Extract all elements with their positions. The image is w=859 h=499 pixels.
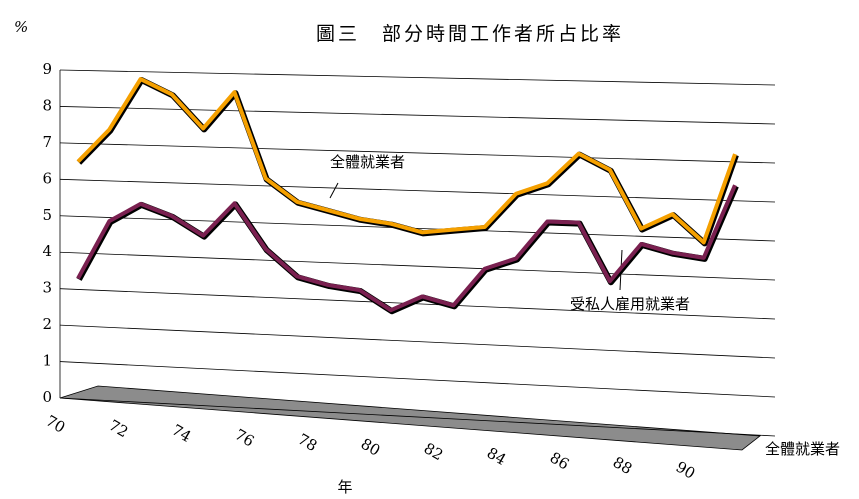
x-tick-label: 70 (43, 412, 69, 437)
y-tick-label: 6 (42, 169, 52, 187)
annotation-arrow (329, 182, 339, 199)
grid-line (59, 178, 776, 203)
y-tick-label: 7 (42, 133, 52, 151)
floor (59, 385, 762, 451)
grid-line (59, 142, 776, 164)
x-tick-label: 88 (610, 453, 636, 478)
x-tick-label: 86 (547, 448, 573, 473)
grid-line (59, 69, 776, 86)
annotation: 全體就業者 (330, 153, 405, 171)
x-tick-label: 82 (421, 439, 447, 464)
grid-line (59, 106, 776, 125)
y-tick-label: 4 (42, 242, 52, 260)
x-tick-label: 76 (232, 425, 258, 450)
x-tick-label: 72 (106, 416, 132, 441)
y-tick-label: 3 (42, 279, 52, 297)
annotation: 受私人雇用就業者 (570, 295, 690, 313)
y-tick-label: 5 (42, 206, 52, 224)
y-tick-label: 0 (42, 388, 52, 406)
x-tick-label: 74 (169, 421, 195, 446)
grid-line (59, 288, 776, 320)
series-line (76, 77, 737, 245)
grid-line (59, 324, 776, 359)
depth-label: 全體就業者 (765, 440, 840, 458)
y-tick-label: 2 (42, 315, 52, 333)
grid-line (59, 397, 776, 437)
series-line (76, 184, 737, 313)
y-axis-label: % (14, 18, 28, 36)
x-tick-label: 80 (358, 435, 384, 460)
x-tick-label: 90 (673, 458, 699, 483)
grid-line (59, 251, 776, 281)
grid-line (59, 361, 776, 398)
y-tick-label: 9 (42, 60, 52, 78)
x-axis-label: 年 (337, 478, 352, 496)
y-tick-label: 1 (42, 352, 52, 370)
x-tick-label: 84 (484, 444, 510, 469)
y-tick-label: 8 (42, 96, 52, 114)
chart-title: 圖三 部分時間工作者所占比率 (316, 23, 624, 45)
x-tick-label: 78 (295, 430, 321, 455)
